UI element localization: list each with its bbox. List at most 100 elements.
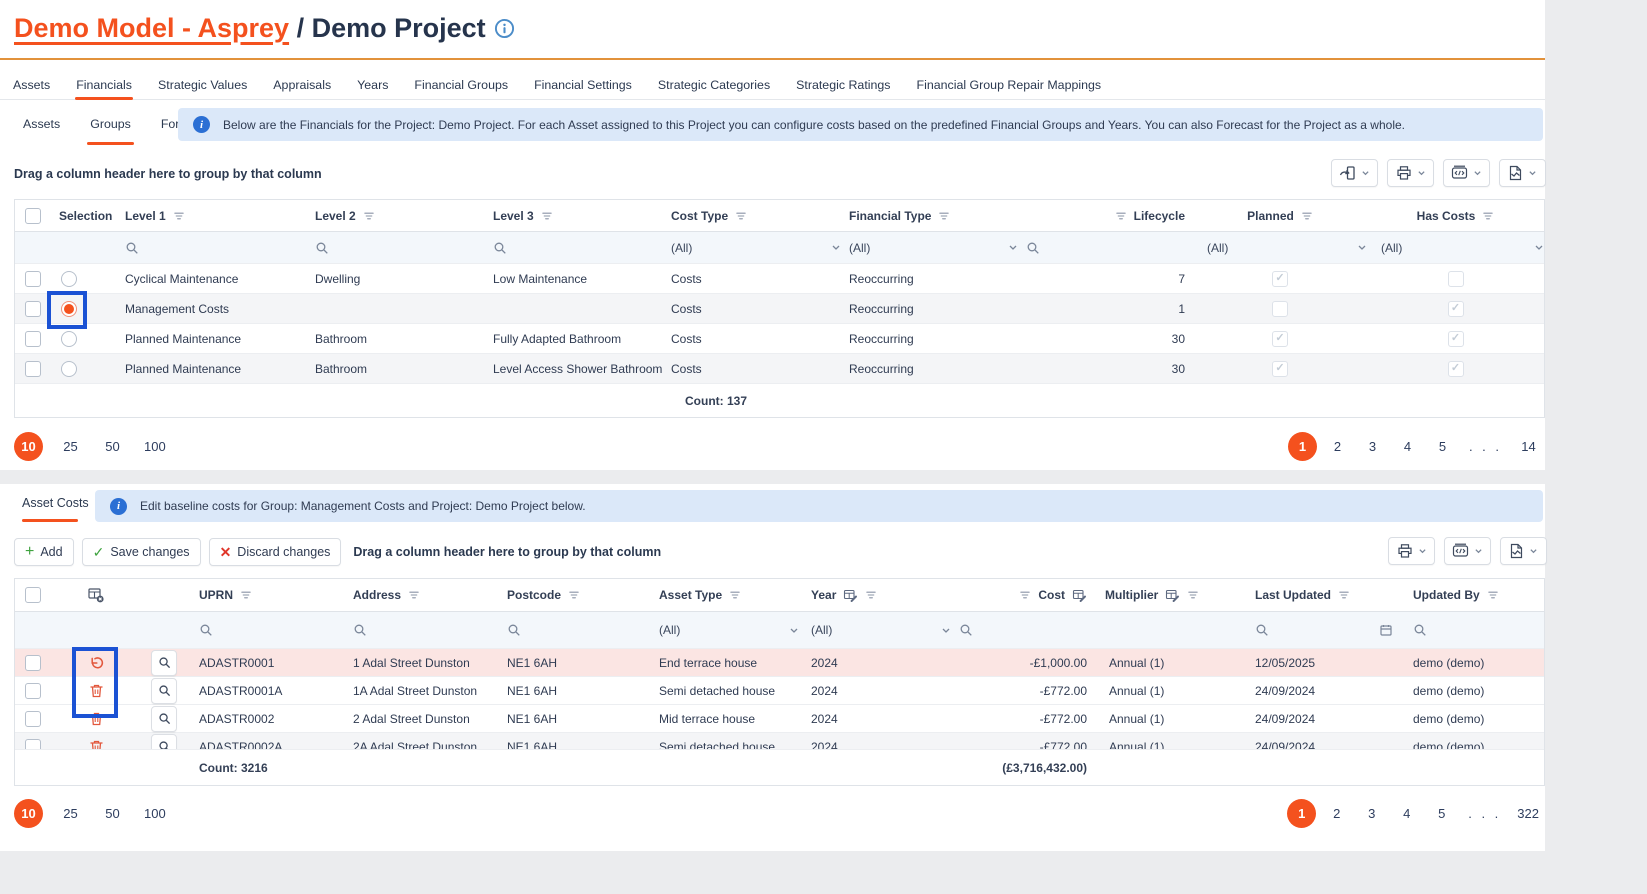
group-by-hint[interactable]: Drag a column header here to group by th… (14, 167, 322, 181)
add-button[interactable]: + Add (14, 538, 74, 566)
row-checkbox[interactable] (25, 654, 41, 671)
export-selected-button[interactable] (1331, 159, 1378, 187)
page-size-25[interactable]: 25 (63, 439, 78, 454)
row-search-button[interactable] (151, 705, 177, 732)
page-last[interactable]: 322 (1517, 806, 1539, 821)
selection-radio[interactable] (61, 360, 77, 377)
filter-level1[interactable] (117, 232, 307, 263)
save-changes-button[interactable]: ✓ Save changes (81, 538, 201, 566)
selection-radio[interactable] (61, 270, 77, 287)
undo-icon[interactable] (87, 654, 105, 672)
filter-icon[interactable] (865, 589, 877, 601)
tab-financials[interactable]: Financials (63, 70, 145, 100)
page-last[interactable]: 14 (1521, 439, 1536, 454)
row-checkbox[interactable] (25, 710, 41, 727)
file-export-button[interactable] (1500, 537, 1547, 565)
filter-icon[interactable] (408, 589, 420, 601)
revert-table-icon[interactable] (87, 586, 105, 604)
asset-costs-rows-viewport[interactable]: ADASTR0001 1 Adal Street Dunston NE1 6AH… (15, 649, 1544, 749)
row-checkbox[interactable] (25, 360, 41, 377)
page-2[interactable]: 2 (1333, 439, 1342, 454)
tab-strategic-categories[interactable]: Strategic Categories (657, 77, 771, 92)
filter-level2[interactable] (307, 232, 485, 263)
filter-icon[interactable] (735, 210, 747, 222)
filter-icon[interactable] (1487, 589, 1499, 601)
filter-level3[interactable] (485, 232, 663, 263)
filter-icon[interactable] (1301, 210, 1313, 222)
selection-radio[interactable] (61, 300, 77, 317)
filter-icon[interactable] (173, 210, 185, 222)
model-link[interactable]: Demo Model - Asprey (14, 13, 290, 43)
tab-asset-costs[interactable]: Asset Costs (22, 496, 89, 510)
tab-financial-settings[interactable]: Financial Settings (534, 77, 632, 92)
row-checkbox[interactable] (25, 738, 41, 749)
filter-icon[interactable] (729, 589, 741, 601)
tab-strategic-ratings[interactable]: Strategic Ratings (796, 77, 891, 92)
page-size-25[interactable]: 25 (63, 806, 78, 821)
page-size-10[interactable]: 10 (14, 799, 43, 828)
filter-icon[interactable] (1482, 210, 1494, 222)
select-all-checkbox[interactable] (25, 587, 41, 603)
page-4[interactable]: 4 (1403, 439, 1412, 454)
info-icon[interactable] (494, 18, 515, 39)
filter-icon[interactable] (240, 589, 252, 601)
page-size-100[interactable]: 100 (144, 439, 166, 454)
filter-icon[interactable] (938, 210, 950, 222)
filter-icon[interactable] (363, 210, 375, 222)
selection-radio[interactable] (61, 330, 77, 347)
row-checkbox[interactable] (25, 682, 41, 699)
code-export-button[interactable] (1444, 537, 1491, 565)
filter-icon[interactable] (1187, 589, 1199, 601)
filter-uprn[interactable] (187, 612, 341, 648)
discard-changes-button[interactable]: ✕ Discard changes (208, 538, 342, 566)
page-4[interactable]: 4 (1403, 806, 1411, 821)
subtab-assets[interactable]: Assets (23, 117, 61, 131)
delete-icon[interactable] (87, 682, 105, 700)
filter-postcode[interactable] (495, 612, 647, 648)
filter-icon[interactable] (568, 589, 580, 601)
page-size-10[interactable]: 10 (14, 432, 43, 461)
filter-address[interactable] (341, 612, 495, 648)
page-size-50[interactable]: 50 (105, 806, 120, 821)
row-search-button[interactable] (151, 733, 177, 749)
filter-updated-by[interactable] (1401, 612, 1544, 648)
filter-icon[interactable] (1019, 589, 1031, 601)
delete-icon[interactable] (87, 710, 105, 728)
filter-financial-type[interactable]: (All) (841, 232, 1018, 263)
page-2[interactable]: 2 (1333, 806, 1341, 821)
filter-has-costs[interactable]: (All) (1367, 232, 1544, 263)
code-export-button[interactable] (1443, 159, 1490, 187)
filter-lifecycle[interactable] (1018, 232, 1193, 263)
filter-cost[interactable] (951, 612, 1097, 648)
filter-icon[interactable] (1115, 210, 1127, 222)
filter-asset-type[interactable]: (All) (647, 612, 799, 648)
tab-financial-group-repair-mappings[interactable]: Financial Group Repair Mappings (916, 77, 1102, 92)
row-checkbox[interactable] (25, 270, 41, 287)
subtab-groups[interactable]: Groups (75, 104, 146, 145)
row-search-button[interactable] (151, 649, 177, 676)
file-export-button[interactable] (1499, 159, 1546, 187)
page-3[interactable]: 3 (1368, 439, 1377, 454)
calendar-icon[interactable] (1379, 623, 1393, 637)
page-5[interactable]: 5 (1438, 439, 1447, 454)
page-size-100[interactable]: 100 (144, 806, 166, 821)
tab-appraisals[interactable]: Appraisals (273, 77, 332, 92)
filter-last-updated[interactable] (1217, 612, 1401, 648)
tab-years[interactable]: Years (357, 77, 389, 92)
page-3[interactable]: 3 (1368, 806, 1376, 821)
page-5[interactable]: 5 (1438, 806, 1446, 821)
print-button[interactable] (1388, 537, 1435, 565)
filter-year[interactable]: (All) (799, 612, 951, 648)
filter-icon[interactable] (541, 210, 553, 222)
select-all-checkbox[interactable] (25, 207, 41, 224)
filter-cost-type[interactable]: (All) (663, 232, 841, 263)
filter-planned[interactable]: (All) (1193, 232, 1367, 263)
tab-assets[interactable]: Assets (13, 77, 51, 92)
tab-strategic-values[interactable]: Strategic Values (157, 77, 248, 92)
page-1[interactable]: 1 (1287, 432, 1317, 461)
page-size-50[interactable]: 50 (105, 439, 120, 454)
delete-icon[interactable] (87, 738, 105, 749)
row-search-button[interactable] (151, 677, 177, 704)
filter-icon[interactable] (1338, 589, 1350, 601)
tab-financial-groups[interactable]: Financial Groups (414, 77, 509, 92)
